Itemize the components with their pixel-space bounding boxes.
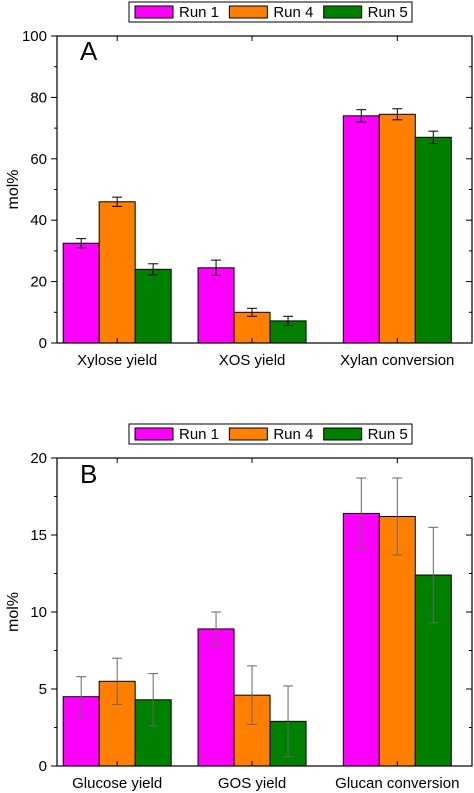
legend-label: Run 4 [273, 426, 313, 443]
legend-label: Run 1 [179, 4, 219, 21]
legend-swatch [228, 5, 268, 19]
y-tick-label: 80 [30, 89, 47, 106]
bar [378, 516, 416, 767]
legend-label: Run 5 [368, 4, 408, 21]
legend-swatch [228, 427, 268, 441]
bar [62, 242, 100, 344]
panel-letter: A [80, 36, 98, 66]
legend-swatch [134, 5, 174, 19]
chart-panel-a: Xylose yield XOS yield Xylan conversion 0 20… [5, 1, 473, 369]
y-tick-label: 0 [39, 335, 47, 352]
bar [342, 115, 380, 344]
y-tick-label: 15 [30, 527, 47, 544]
legend-swatch [323, 5, 363, 19]
legend: Run 1 Run 4 Run 5 [128, 423, 413, 445]
bar [233, 311, 271, 344]
y-tick-label: 60 [30, 151, 47, 168]
y-tick-label: 10 [30, 604, 47, 621]
x-tick-label: Glucose yield [72, 775, 162, 792]
legend: Run 1 Run 4 Run 5 [128, 1, 413, 23]
x-tick-label: Glucan conversion [335, 775, 459, 792]
y-tick-label: 100 [22, 28, 47, 45]
legend-swatch [134, 427, 174, 441]
y-axis-title: mol% [5, 169, 22, 209]
x-tick-label: Xylose yield [77, 352, 157, 369]
bar [98, 201, 136, 344]
x-tick-label: GOS yield [218, 775, 286, 792]
legend-swatch [323, 427, 363, 441]
legend-label: Run 4 [273, 4, 313, 21]
x-tick-label: XOS yield [219, 352, 286, 369]
bar [342, 512, 380, 767]
y-tick-label: 40 [30, 212, 47, 229]
bar [197, 267, 235, 344]
bar [197, 628, 235, 767]
bar [414, 136, 452, 344]
y-tick-label: 20 [30, 274, 47, 291]
bar [134, 268, 172, 344]
x-tick-label: Xylan conversion [340, 352, 454, 369]
legend-label: Run 5 [368, 426, 408, 443]
legend-label: Run 1 [179, 426, 219, 443]
y-tick-label: 20 [30, 450, 47, 467]
bars-group [62, 108, 452, 344]
y-axis-title: mol% [5, 592, 22, 632]
chart-panel-b: Glucose yield GOS yield Glucan conversion 0… [5, 423, 473, 792]
y-tick-label: 0 [39, 758, 47, 775]
panel-letter: B [80, 459, 97, 489]
bar [378, 113, 416, 344]
y-tick-label: 5 [39, 681, 47, 698]
bars-group [62, 477, 452, 767]
